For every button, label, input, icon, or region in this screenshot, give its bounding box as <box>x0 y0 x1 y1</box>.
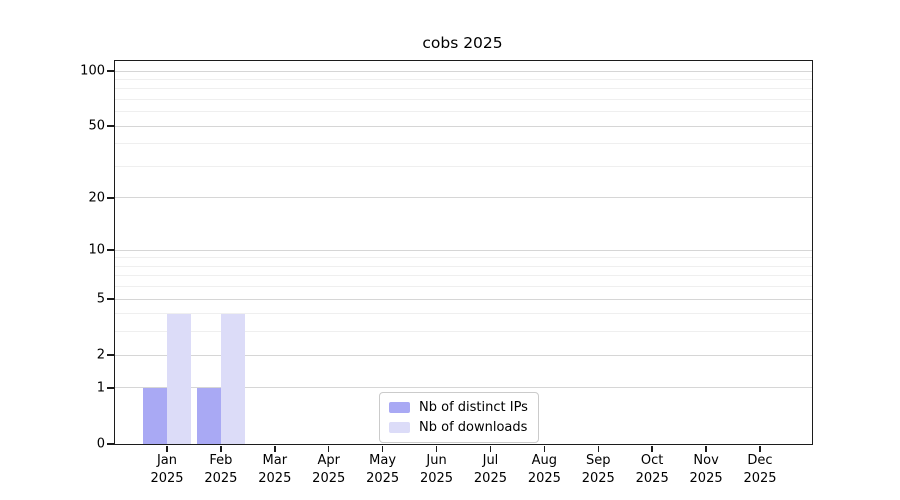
x-tick-month: Aug <box>531 453 558 468</box>
x-tick-year: 2025 <box>312 470 346 486</box>
x-tick-year: 2025 <box>527 470 561 486</box>
legend-label: Nb of downloads <box>419 420 528 435</box>
x-tick-year: 2025 <box>635 470 669 486</box>
gridline-major <box>115 354 812 356</box>
x-tick-month: Oct <box>640 453 664 468</box>
gridline-major <box>115 70 812 72</box>
x-tick-month: Jul <box>482 453 499 468</box>
y-axis-tick <box>107 298 114 300</box>
gridline-minor <box>115 265 812 267</box>
x-axis-tick <box>651 445 653 452</box>
gridline-minor <box>115 78 812 80</box>
bar-segment <box>220 313 245 444</box>
gridline-minor <box>115 88 812 90</box>
x-tick-label: Oct 2025 <box>622 452 682 487</box>
x-axis-tick <box>543 445 546 452</box>
gridline-minor <box>115 257 812 259</box>
x-axis-tick <box>327 445 330 452</box>
gridline-minor <box>115 331 812 333</box>
x-tick-month: Feb <box>209 453 233 468</box>
y-tick-label: 2 <box>96 347 105 363</box>
x-tick-month: Apr <box>317 453 340 468</box>
bar-segment <box>167 313 191 444</box>
gridline-major <box>115 125 812 127</box>
x-tick-year: 2025 <box>150 470 184 486</box>
x-tick-year: 2025 <box>204 470 238 486</box>
plot-area: Nb of distinct IPs Nb of downloads 0 1 2 5 10… <box>80 60 813 486</box>
gridline-minor <box>115 98 812 100</box>
x-tick-year: 2025 <box>258 470 292 486</box>
gridline-major <box>115 387 812 389</box>
x-axis-tick <box>381 445 384 452</box>
x-tick-label: Dec 2025 <box>730 452 790 487</box>
y-axis-tick <box>107 70 114 72</box>
x-tick-label: Sep 2025 <box>568 452 628 487</box>
chart-title: cobs 2025 <box>422 34 503 52</box>
bar-segment <box>143 387 167 444</box>
gridline-minor <box>115 286 812 288</box>
legend-item: Nb of distinct IPs <box>389 399 528 416</box>
x-tick-month: May <box>369 453 397 468</box>
legend-item: Nb of downloads <box>389 419 528 436</box>
x-tick-month: Jan <box>156 453 178 468</box>
y-tick-label: 20 <box>88 190 105 206</box>
gridline-minor <box>115 275 812 277</box>
gridline-minor <box>115 111 812 113</box>
y-axis-tick <box>107 354 114 356</box>
x-axis-tick <box>759 445 761 452</box>
y-axis-tick <box>107 443 114 445</box>
x-axis-tick <box>597 445 600 452</box>
x-tick-year: 2025 <box>366 470 400 486</box>
x-tick-label: May 2025 <box>353 452 413 487</box>
x-tick-month: Dec <box>747 453 773 468</box>
x-axis-tick <box>166 445 168 452</box>
x-axis-tick <box>435 445 438 452</box>
x-tick-year: 2025 <box>419 470 454 486</box>
y-tick-label: 1 <box>96 380 105 396</box>
x-tick-label: Feb 2025 <box>191 452 251 487</box>
gridline-minor <box>115 143 812 145</box>
y-tick-label: 5 <box>96 291 105 307</box>
y-axis-tick <box>107 197 114 199</box>
y-axis-tick <box>107 125 114 127</box>
x-tick-year: 2025 <box>689 470 723 486</box>
y-axis-tick <box>107 387 114 389</box>
gridline-major <box>115 249 812 251</box>
gridline-major <box>115 197 812 199</box>
x-axis-tick <box>274 445 276 452</box>
y-axis-tick <box>107 249 114 251</box>
x-tick-label: Jun 2025 <box>407 452 467 487</box>
x-tick-label: Nov 2025 <box>676 452 736 487</box>
x-axis-tick <box>220 445 222 452</box>
x-tick-year: 2025 <box>581 470 615 486</box>
x-tick-label: Apr 2025 <box>299 452 359 487</box>
y-tick-label: 50 <box>88 118 105 134</box>
x-tick-label: Mar 2025 <box>245 452 305 487</box>
legend: Nb of distinct IPs Nb of downloads <box>379 392 539 443</box>
gridline-major <box>115 298 812 300</box>
x-tick-month: Nov <box>693 453 719 468</box>
x-tick-month: Sep <box>586 453 611 468</box>
x-axis-tick <box>705 445 707 452</box>
x-tick-year: 2025 <box>473 470 507 486</box>
x-tick-month: Jun <box>426 453 447 468</box>
legend-label: Nb of distinct IPs <box>419 400 528 415</box>
x-tick-label: Jan 2025 <box>137 452 197 487</box>
y-tick-label: 0 <box>96 436 105 452</box>
y-tick-label: 100 <box>80 63 105 79</box>
gridline-minor <box>115 165 812 167</box>
x-tick-month: Mar <box>262 453 288 468</box>
gridline-minor <box>115 313 812 315</box>
y-tick-label: 10 <box>88 242 105 258</box>
bar-segment <box>196 387 221 444</box>
x-tick-label: Jul 2025 <box>460 452 520 487</box>
x-tick-year: 2025 <box>743 470 777 486</box>
legend-swatch <box>389 422 410 433</box>
legend-swatch <box>389 402 410 413</box>
x-tick-label: Aug 2025 <box>514 452 574 487</box>
x-axis-tick <box>489 445 492 452</box>
